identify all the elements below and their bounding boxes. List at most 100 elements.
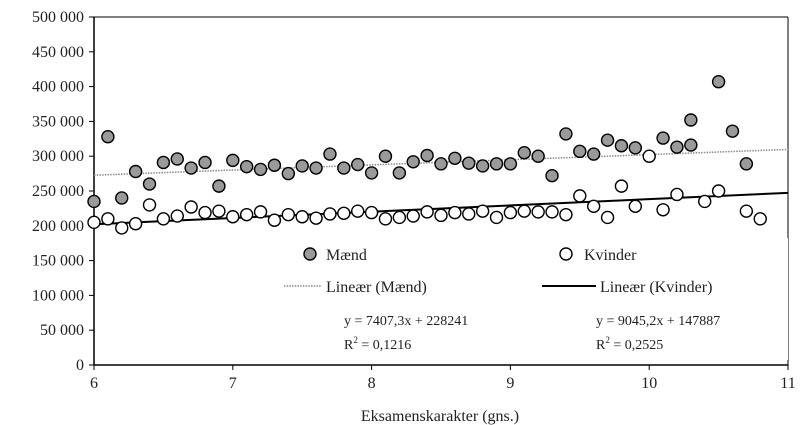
point-maend xyxy=(684,113,698,127)
point-maend xyxy=(309,161,323,175)
point-kvinder xyxy=(87,215,101,230)
point-kvinder xyxy=(267,213,282,227)
point-kvinder xyxy=(559,207,573,222)
legend: Mænd Kvinder Lineær (Mænd) Lineær (Kvind… xyxy=(284,247,712,296)
point-maend xyxy=(586,147,601,161)
point-maend xyxy=(684,138,698,152)
point-maend xyxy=(281,166,296,181)
point-kvinder xyxy=(628,199,643,214)
point-maend xyxy=(614,139,629,153)
point-kvinder xyxy=(753,212,767,226)
point-maend xyxy=(239,159,254,174)
y-tick-label: 150 000 xyxy=(32,253,84,270)
y-tick-label: 100 000 xyxy=(32,287,84,304)
point-kvinder xyxy=(462,207,476,221)
point-maend xyxy=(267,158,282,172)
point-kvinder xyxy=(142,198,157,212)
point-kvinder xyxy=(212,204,226,218)
axes: 0 50 000 100 000 150 000 200 000 250 000 300 0… xyxy=(32,9,796,392)
point-kvinder xyxy=(364,205,379,220)
point-maend xyxy=(475,159,490,173)
point-kvinder xyxy=(545,205,559,219)
point-kvinder xyxy=(586,199,601,214)
point-maend xyxy=(198,155,212,170)
legend-marker-maend xyxy=(303,247,317,261)
point-kvinder xyxy=(475,204,490,218)
point-maend xyxy=(323,147,337,161)
point-kvinder xyxy=(101,212,115,226)
point-kvinder xyxy=(670,187,684,202)
point-kvinder xyxy=(503,205,518,220)
equation-maend: y = 7407,3x + 228241 xyxy=(344,314,468,329)
r-squared-kvinder-prefix: R xyxy=(596,338,606,353)
point-kvinder xyxy=(448,205,462,220)
point-kvinder xyxy=(198,205,212,220)
point-maend xyxy=(101,130,115,144)
point-maend xyxy=(462,156,476,170)
point-kvinder xyxy=(337,206,351,220)
point-maend xyxy=(156,155,171,170)
trendline-equations: y = 7407,3x + 228241 R 2 = 0,1216 y = 904… xyxy=(344,314,720,353)
x-tick-label: 6 xyxy=(90,375,98,392)
point-maend xyxy=(628,141,643,155)
point-maend xyxy=(711,75,726,89)
x-axis-title: Eksamenskarakter (gns.) xyxy=(361,408,519,425)
legend-label-maend: Mænd xyxy=(326,247,367,264)
point-maend xyxy=(142,177,157,191)
y-tick-label: 0 xyxy=(76,357,84,374)
legend-box xyxy=(272,238,788,360)
point-kvinder xyxy=(642,149,656,163)
x-tick-label: 11 xyxy=(780,375,795,392)
point-maend xyxy=(351,157,365,172)
x-tick-label: 7 xyxy=(229,375,237,392)
point-kvinder xyxy=(226,210,240,224)
point-kvinder xyxy=(295,210,309,224)
point-kvinder xyxy=(378,212,393,226)
point-kvinder xyxy=(517,204,531,218)
point-maend xyxy=(295,159,309,173)
x-tick-label: 10 xyxy=(641,375,657,392)
point-kvinder xyxy=(531,205,545,219)
point-maend xyxy=(670,140,684,154)
y-tick-label: 350 000 xyxy=(32,113,84,130)
point-kvinder xyxy=(323,207,337,221)
y-tick-label: 400 000 xyxy=(32,79,84,96)
data-points xyxy=(87,75,767,235)
point-kvinder xyxy=(170,209,184,223)
point-kvinder xyxy=(156,212,171,226)
point-maend xyxy=(392,166,407,180)
point-maend xyxy=(170,152,184,166)
point-maend xyxy=(253,162,268,177)
r-squared-maend-value: = 0,1216 xyxy=(358,338,411,353)
point-maend xyxy=(364,166,379,180)
equation-kvinder: y = 9045,2x + 147887 xyxy=(596,314,720,329)
legend-label-linear-maend: Lineær (Mænd) xyxy=(326,279,427,296)
point-maend xyxy=(184,161,198,175)
r-squared-kvinder: R2 = 0,2525 xyxy=(596,335,663,353)
point-maend xyxy=(725,124,740,138)
legend-label-linear-kvinder: Lineær (Kvinder) xyxy=(600,279,712,296)
point-maend xyxy=(559,127,573,141)
point-kvinder xyxy=(351,204,365,218)
y-tick-label: 50 000 xyxy=(40,322,84,339)
point-maend xyxy=(87,194,101,209)
point-maend xyxy=(573,144,587,159)
point-maend xyxy=(115,191,129,205)
y-tick-label: 450 000 xyxy=(32,44,84,61)
point-kvinder xyxy=(614,179,629,193)
point-maend xyxy=(212,179,226,193)
point-kvinder xyxy=(573,189,587,203)
point-maend xyxy=(406,155,420,169)
point-maend xyxy=(337,161,351,175)
point-kvinder xyxy=(739,204,754,218)
point-kvinder xyxy=(600,210,615,225)
y-tick-label: 200 000 xyxy=(32,218,84,235)
point-kvinder xyxy=(128,217,143,231)
point-kvinder xyxy=(309,211,323,225)
r-squared-maend-sup: 2 xyxy=(353,335,358,345)
y-tick-label: 300 000 xyxy=(32,148,84,165)
point-maend xyxy=(226,153,240,168)
point-kvinder xyxy=(406,209,420,223)
point-kvinder xyxy=(698,194,712,209)
